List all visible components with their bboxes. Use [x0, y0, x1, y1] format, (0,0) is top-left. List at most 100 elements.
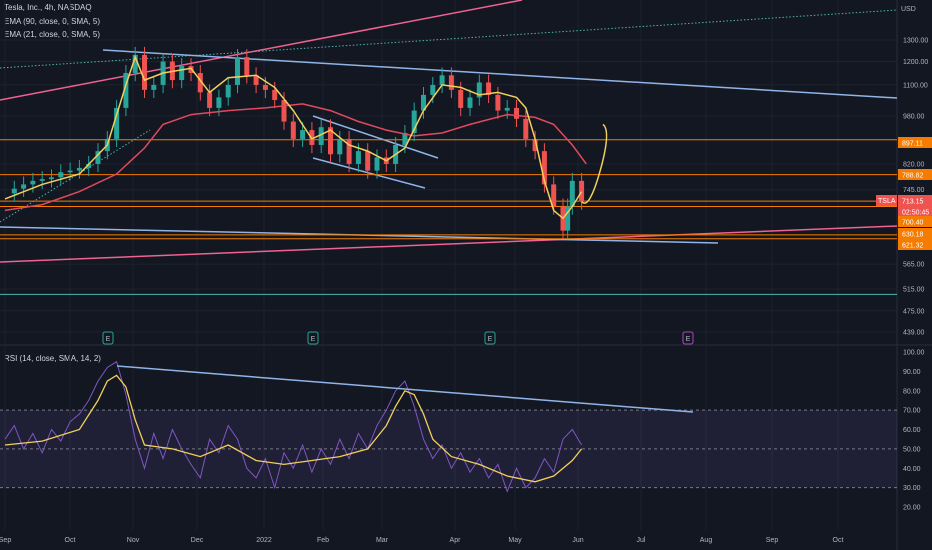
rsi-line [4, 360, 583, 493]
price-tag [898, 228, 932, 239]
time-tick-label: Oct [833, 537, 844, 544]
candle-body [458, 89, 464, 108]
candle-body [495, 94, 501, 111]
time-tick-label: Sep [0, 537, 11, 544]
candle-body [132, 54, 138, 73]
candle-body [86, 163, 92, 168]
price-tag-label: 897.11 [902, 141, 923, 148]
price-tag [898, 137, 932, 148]
price-tick-label: 1300.00 [903, 38, 928, 45]
time-tick-label: May [508, 537, 522, 544]
candle-body [402, 132, 408, 145]
descending-resistance [102, 49, 898, 99]
candle-body [439, 75, 445, 85]
symbol-tag-label: TSLA [878, 198, 896, 205]
candle-body [448, 75, 454, 90]
price-tick-label: 475.00 [903, 308, 925, 315]
time-tick-label: Jun [572, 537, 583, 544]
price-tick-label: 820.00 [903, 161, 925, 168]
candle-body [253, 75, 259, 85]
candle-body [346, 138, 352, 164]
candle-body [235, 57, 240, 85]
time-tick-label: Feb [317, 537, 329, 544]
rsi-tick-label: 70.00 [903, 408, 921, 415]
rising-support-line [0, 225, 898, 263]
rsi-legend[interactable]: RSI (14, close, SMA, 14, 2) [4, 354, 101, 363]
price-tick-label: 745.00 [903, 187, 925, 194]
candle-body [309, 130, 315, 145]
ema21-legend[interactable]: EMA (21, close, 0, SMA, 5) [4, 30, 101, 39]
earnings-letter: E [311, 336, 316, 343]
candle-body [486, 82, 492, 95]
time-tick-label: 2022 [256, 537, 272, 544]
candle-body [569, 180, 575, 207]
candle-body [355, 151, 361, 164]
price-tag-label: 621.32 [902, 243, 924, 250]
time-tick-label: Nov [127, 537, 140, 544]
candle-body [49, 177, 54, 180]
dotted-trendline [0, 9, 898, 69]
price-tick-label: 1200.00 [903, 59, 928, 66]
earnings-icon [484, 331, 496, 345]
price-tag [898, 239, 932, 250]
price-tag [898, 206, 932, 217]
price-tag [898, 216, 932, 227]
earnings-icon [307, 331, 319, 345]
price-tick-label: 980.00 [903, 114, 925, 121]
candle-body [216, 97, 222, 108]
price-tag-label: 713.15 [902, 199, 924, 206]
time-tick-label: Jul [637, 537, 646, 544]
price-tag-label: 02:50:45 [902, 210, 929, 217]
projection-path [581, 123, 608, 204]
candle-body [476, 82, 482, 98]
candle-body [21, 184, 27, 189]
rsi-pane[interactable] [0, 360, 897, 493]
candle-body [337, 138, 343, 155]
candle-body [179, 66, 185, 81]
candle-body [225, 84, 231, 98]
time-tick-label: Apr [450, 537, 462, 544]
rsi-tick-label: 60.00 [903, 427, 921, 434]
ema90-line [4, 103, 587, 212]
candle-body [514, 107, 519, 119]
candle-body [523, 118, 529, 139]
candle-body [151, 84, 157, 90]
candle-body [11, 188, 17, 194]
earnings-marker: E [682, 331, 694, 345]
candle-body [114, 107, 120, 139]
candle-body [272, 89, 278, 101]
candle-body [39, 179, 45, 181]
candle-body [244, 57, 250, 76]
earnings-marker: E [307, 331, 319, 345]
candle-body [142, 54, 147, 90]
price-tag-label: 700.40 [902, 220, 924, 227]
candle-body [123, 72, 129, 108]
time-tick-label: Oct [65, 537, 76, 544]
rsi-ma-line [4, 374, 583, 483]
time-tick-label: Sep [766, 537, 779, 544]
candle-body [421, 94, 426, 111]
earnings-icon [102, 331, 114, 345]
candle-body [430, 84, 436, 95]
candle-body [365, 151, 371, 171]
channel-bottom [312, 157, 426, 189]
candle-body [328, 127, 333, 155]
earnings-icon [682, 331, 694, 345]
symbol-title[interactable]: Tesla, Inc., 4h, NASDAQ [4, 3, 92, 12]
candle-body [565, 206, 571, 231]
rsi-tick-label: 40.00 [903, 466, 921, 473]
ema21-line [4, 54, 583, 220]
time-tick-label: Dec [191, 537, 204, 544]
ema90-legend[interactable]: EMA (90, close, 0, SMA, 5) [4, 17, 101, 26]
earnings-letter: E [106, 336, 111, 343]
price-tag-label: 630.18 [902, 232, 924, 239]
rsi-tick-label: 80.00 [903, 388, 921, 395]
candle-body [579, 180, 585, 202]
candle-body [95, 151, 101, 164]
price-tag [898, 169, 932, 180]
earnings-letter: E [488, 336, 493, 343]
candle-body [411, 110, 417, 133]
earnings-marker: E [102, 331, 114, 345]
